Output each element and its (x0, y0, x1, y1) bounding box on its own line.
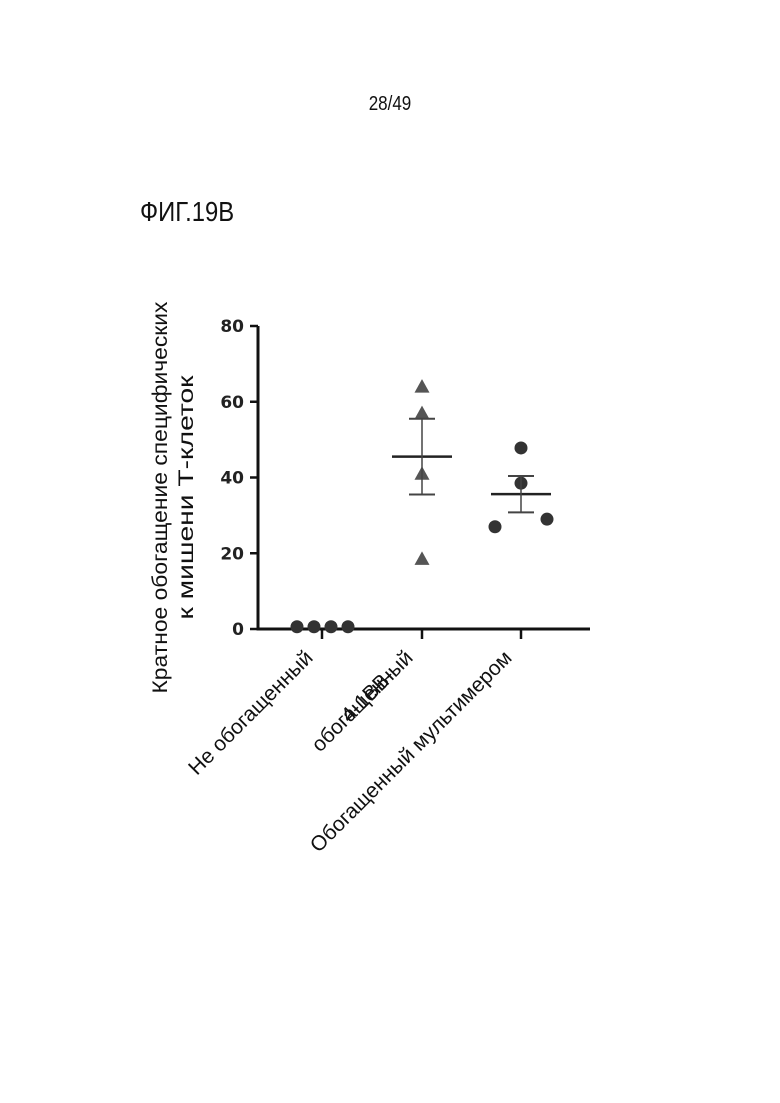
y-axis-ticks: 0 20 40 60 80 (220, 317, 258, 640)
y-axis-title-line: Кратное обогащение специфических (149, 301, 172, 694)
data-point (415, 551, 430, 565)
x-axis-categories: Не обогащенный4-1BB-обогащенныйОбогащенн… (184, 629, 521, 857)
error-bars (392, 419, 551, 513)
data-point (291, 620, 304, 633)
data-point (515, 441, 528, 454)
data-point (415, 379, 430, 393)
y-tick-label: 40 (220, 469, 244, 489)
data-point (541, 513, 554, 526)
y-axis-title: Кратное обогащение специфическихк мишени… (149, 301, 198, 694)
data-point (489, 520, 502, 533)
data-point (415, 406, 430, 420)
x-category-label: Обогащенный мультимером (306, 646, 517, 857)
y-tick-label: 20 (220, 544, 244, 564)
data-point (342, 620, 355, 633)
data-point (325, 620, 338, 633)
data-point (308, 620, 321, 633)
x-category-label: обогащенный (307, 646, 417, 756)
y-tick-label: 80 (220, 317, 244, 337)
y-axis-title-line: к мишени Т-клеток (175, 374, 198, 619)
y-tick-label: 60 (220, 393, 244, 413)
y-tick-label: 0 (232, 620, 244, 640)
data-points (291, 379, 554, 633)
x-category-label: Не обогащенный (184, 646, 317, 779)
